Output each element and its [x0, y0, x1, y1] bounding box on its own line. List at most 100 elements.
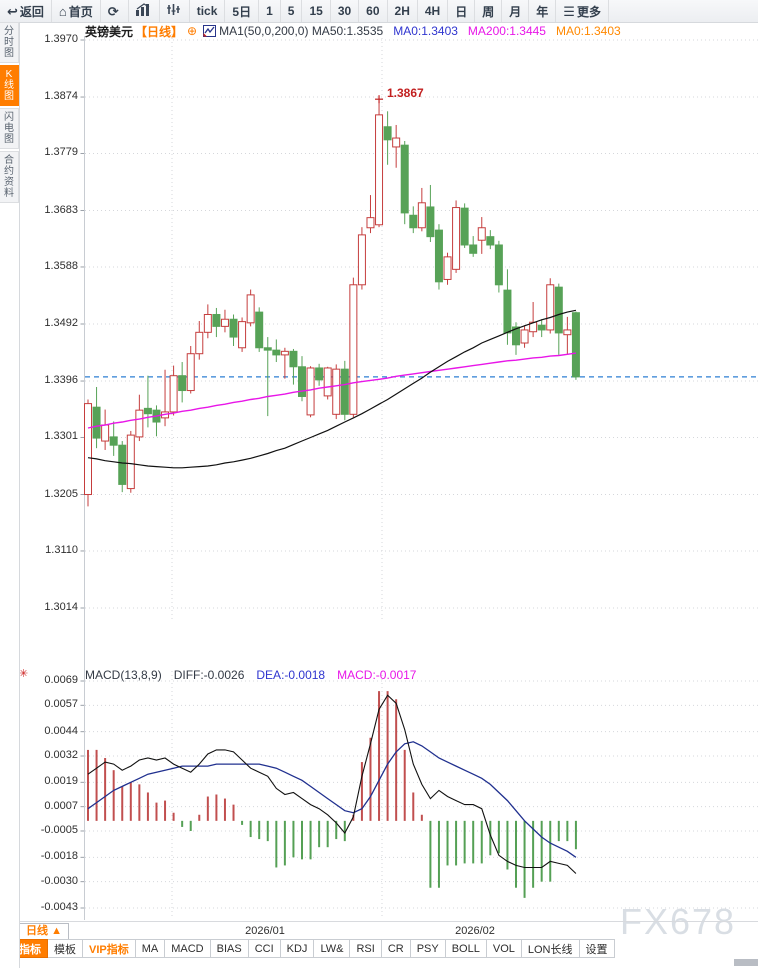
toolbar-item-label: 月: [509, 4, 522, 19]
toolbar-item-label: 5: [287, 4, 295, 18]
toolbar-item-5[interactable]: 5: [281, 0, 303, 22]
tab-LW&[interactable]: LW&: [314, 939, 351, 958]
tab-RSI[interactable]: RSI: [350, 939, 382, 958]
toolbar-item-label: 15: [309, 4, 323, 18]
macd-axis-label: 0.0032: [44, 748, 78, 761]
price-axis-label: 1.3779: [44, 146, 78, 159]
period-tag: 【日线】: [135, 24, 184, 39]
toolbar-item-1[interactable]: 1: [259, 0, 281, 22]
tab-指标[interactable]: 指标: [12, 939, 48, 958]
toolbar-item-15[interactable]: 15: [302, 0, 331, 22]
toolbar-item-label: 更多: [576, 4, 601, 19]
price-axis-label: 1.3301: [44, 430, 78, 443]
add-indicator-icon[interactable]: ⊕: [187, 24, 198, 38]
toolbar-item-月[interactable]: 月: [502, 0, 530, 22]
tab-MA[interactable]: MA: [135, 939, 166, 958]
toolbar-item-4H[interactable]: 4H: [418, 0, 449, 22]
x-axis-label: 2026/02: [455, 925, 495, 937]
toolbar-item-label: 1: [266, 4, 273, 18]
toolbar-item-label: 2H: [394, 4, 410, 18]
price-axis-label: 1.3970: [44, 33, 78, 45]
bar-chart-icon: [135, 3, 152, 19]
price-chart[interactable]: [19, 22, 758, 668]
ma-value: MA200:1.3445: [467, 24, 546, 38]
toolbar-item-2H[interactable]: 2H: [388, 0, 418, 22]
toolbar-item-首页[interactable]: ⌂ 首页: [52, 0, 101, 22]
toolbar-item-label: 首页: [68, 4, 93, 19]
scrollbar-nub[interactable]: [734, 959, 758, 966]
price-axis-label: 1.3205: [44, 487, 78, 500]
toolbar-item-label: 30: [337, 4, 352, 18]
macd-axis-label: 0.0069: [44, 674, 78, 686]
toolbar-item-30[interactable]: 30: [331, 0, 360, 22]
price-axis-label: 1.3588: [44, 259, 78, 272]
period-selector-button[interactable]: 日线 ▲: [19, 923, 69, 940]
tab-BOLL[interactable]: BOLL: [445, 939, 487, 958]
macd-indicator-icon[interactable]: ✳: [19, 668, 29, 680]
macd-pane-header: MACD(13,8,9) DIFF:-0.0026 DEA:-0.0018 MACD…: [85, 667, 428, 682]
ma-value: MA0:1.3403: [393, 24, 458, 38]
equalizer-icon: [166, 3, 182, 19]
tab-PSY[interactable]: PSY: [410, 939, 446, 958]
macd-title: MACD(13,8,9): [85, 667, 162, 682]
tab-MACD[interactable]: MACD: [165, 939, 211, 958]
macd-axis-label: 0.0019: [44, 775, 78, 788]
toolbar-item-label: 4H: [424, 4, 441, 18]
toolbar-item-60[interactable]: 60: [359, 0, 388, 22]
toolbar-item-refresh-icon[interactable]: ⟳: [101, 0, 129, 22]
back-arrow-icon: ↩: [7, 3, 18, 19]
ma-value: MA1(50,0,200,0) MA50:1.3535: [219, 24, 384, 38]
tab-模板[interactable]: 模板: [48, 939, 83, 958]
macd-value: MACD:-0.0017: [337, 667, 417, 682]
tab-CR[interactable]: CR: [381, 939, 411, 958]
price-axis-label: 1.3014: [44, 601, 78, 613]
top-toolbar: ↩ 返回 ⌂ 首页 ⟳ tick 5日 1 5 15 30 60 2H 4H 日周月年 ☰ 更多: [0, 0, 758, 23]
sidebar-item-闪电图[interactable]: 闪电图: [0, 108, 19, 149]
macd-value: DEA:-0.0018: [256, 667, 326, 682]
macd-axis-label: 0.0044: [44, 724, 78, 737]
symbol-name: 英镑美元: [85, 24, 134, 39]
price-axis-label: 1.3110: [45, 543, 78, 556]
price-axis-label: 1.3396: [44, 374, 78, 387]
ma-value: MA0:1.3403: [555, 24, 621, 38]
kline-chart-icon[interactable]: [203, 25, 217, 37]
toolbar-item-周[interactable]: 周: [475, 0, 503, 22]
macd-axis-label: 0.0057: [44, 698, 78, 711]
indicator-tabbar: 指标 模板 VIP指标 MA MACD BIAS CCI KDJ LW& RSI CR PSY BOLL…: [0, 939, 758, 958]
toolbar-item-tick[interactable]: tick: [190, 0, 226, 22]
tab-KDJ[interactable]: KDJ: [280, 939, 315, 958]
refresh-icon: ⟳: [107, 3, 119, 19]
ma-values: MA1(50,0,200,0) MA50:1.3535 MA0:1.3403 MA2…: [219, 24, 631, 38]
tab-VIP指标[interactable]: VIP指标: [83, 939, 136, 958]
toolbar-item-label: 日: [455, 4, 468, 19]
tab-CCI[interactable]: CCI: [248, 939, 281, 958]
x-axis-row: 日线 ▲ 2026/01 2026/02: [0, 921, 758, 940]
tab-设置[interactable]: 设置: [579, 939, 615, 958]
toolbar-item-equalizer-icon[interactable]: [160, 0, 190, 22]
macd-axis-label: -0.0018: [40, 850, 78, 863]
sidebar-item-合约资料[interactable]: 合约资料: [0, 151, 19, 203]
price-axis-label: 1.3874: [44, 90, 78, 103]
tab-LON长线[interactable]: LON长线: [521, 939, 580, 958]
toolbar-item-label: 返回: [19, 4, 44, 19]
sidebar-item-分时图[interactable]: 分时图: [0, 22, 19, 63]
toolbar-item-更多[interactable]: ☰ 更多: [556, 0, 609, 22]
macd-axis-label: -0.0005: [40, 823, 78, 836]
price-pane-header: 英镑美元 【日线】 ⊕ MA1(50,0,200,0) MA50:1.3535 M…: [85, 24, 631, 39]
tab-BIAS[interactable]: BIAS: [210, 939, 249, 958]
macd-chart[interactable]: [19, 666, 758, 920]
toolbar-item-bar-chart-icon[interactable]: [129, 0, 160, 22]
toolbar-item-label: 60: [366, 4, 380, 18]
toolbar-item-日[interactable]: 日: [448, 0, 476, 22]
peak-price-annotation: 1.3867: [387, 86, 424, 100]
macd-axis-label: -0.0043: [40, 901, 78, 913]
tab-VOL[interactable]: VOL: [486, 939, 522, 958]
price-axis-label: 1.3683: [44, 203, 78, 216]
toolbar-item-5日[interactable]: 5日: [225, 0, 260, 22]
toolbar-item-年[interactable]: 年: [529, 0, 557, 22]
toolbar-item-返回[interactable]: ↩ 返回: [0, 0, 52, 22]
menu-icon: ☰: [563, 3, 575, 19]
toolbar-item-label: 年: [536, 4, 549, 19]
